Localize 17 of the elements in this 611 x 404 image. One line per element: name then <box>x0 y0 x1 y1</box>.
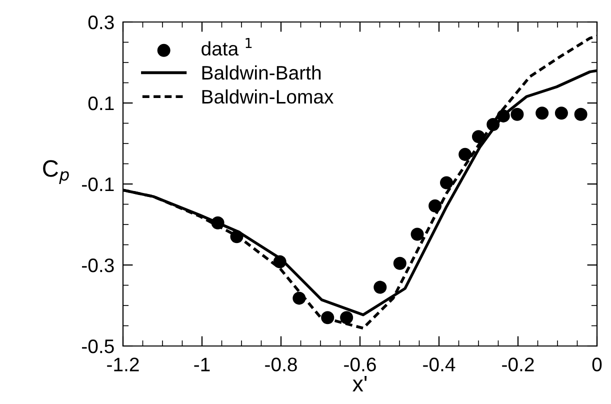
legend-label: Baldwin-Lomax <box>202 89 334 104</box>
x-axis-title: x' <box>352 376 367 392</box>
y-tick-label: 0.3 <box>88 15 114 30</box>
y-tick-label: -0.5 <box>82 339 114 354</box>
y-tick-label: -0.1 <box>82 177 114 192</box>
legend-label: data $^{1}$ <box>202 38 252 56</box>
x-tick-label: -1.2 <box>107 358 139 372</box>
y-tick-label: 0.1 <box>88 96 114 110</box>
x-tick-label: -1 <box>194 358 210 372</box>
x-tick-label: -0.6 <box>344 358 376 372</box>
x-tick-label: 0 <box>592 358 602 372</box>
x-tick-label: -0.8 <box>265 358 297 372</box>
legend-label: Baldwin-Barth <box>202 65 321 80</box>
y-tick-label: -0.3 <box>82 258 114 272</box>
x-tick-label: -0.2 <box>502 358 534 372</box>
x-tick-label: -0.4 <box>423 358 456 372</box>
y-axis-title: C$_{p}$ <box>43 160 69 184</box>
